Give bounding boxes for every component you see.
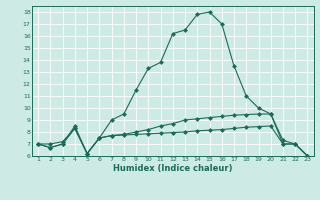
X-axis label: Humidex (Indice chaleur): Humidex (Indice chaleur) [113,164,233,173]
